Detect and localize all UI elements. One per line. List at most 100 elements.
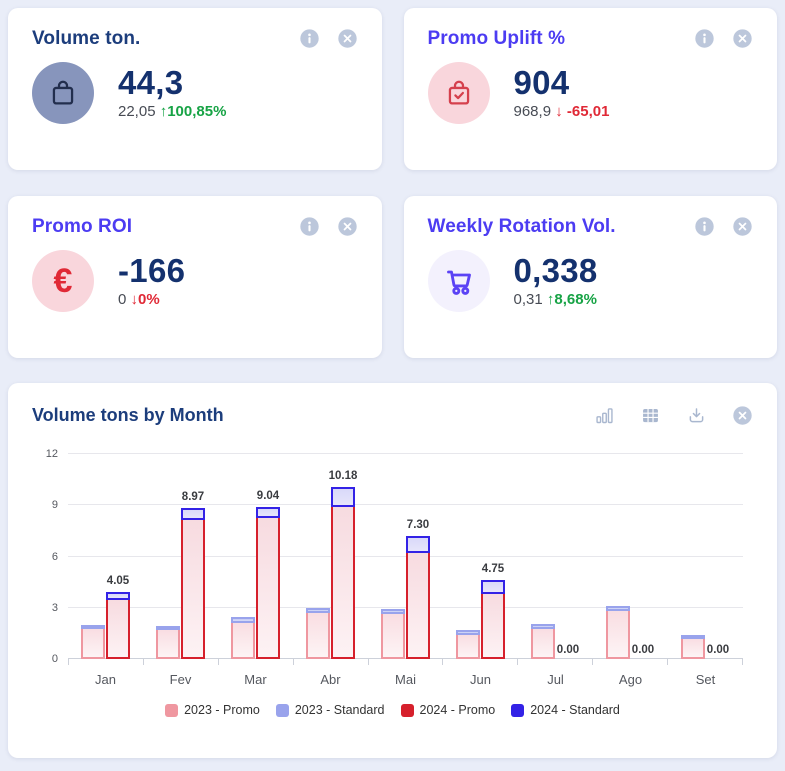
bar-segment[interactable] (406, 536, 430, 554)
bar-segment[interactable] (81, 627, 105, 659)
kpi-header-icons (694, 28, 753, 49)
gridline (68, 606, 743, 608)
bar-segment[interactable] (331, 505, 355, 659)
bar-segment[interactable] (256, 515, 280, 659)
stacked-bar[interactable]: 0.00 (706, 454, 730, 659)
download-icon[interactable] (686, 405, 707, 426)
bar-segment[interactable] (456, 630, 480, 635)
x-axis-label: Set (695, 672, 716, 687)
bar-segment[interactable] (456, 632, 480, 659)
bar-segment[interactable] (306, 611, 330, 659)
kpi-value: 44,3 (118, 63, 184, 101)
legend-item[interactable]: 2024 - Standard (511, 703, 620, 717)
bar-segment[interactable] (606, 609, 630, 659)
kpi-subtext: 0 ↓0% (118, 291, 185, 308)
bar-segment[interactable] (181, 517, 205, 659)
bar-segment[interactable] (531, 626, 555, 659)
stacked-bar[interactable] (456, 454, 480, 659)
info-icon[interactable] (694, 216, 715, 237)
bar-segment[interactable] (381, 608, 405, 615)
bar-value-label: 4.75 (481, 562, 505, 575)
x-axis-ticks (68, 659, 744, 665)
stacked-bar[interactable]: 0.00 (556, 454, 580, 659)
bar-segment[interactable] (381, 612, 405, 659)
stacked-bar[interactable]: 7.30 (406, 454, 430, 659)
trend-arrow-icon: ↑ (159, 103, 168, 121)
close-icon[interactable] (337, 28, 358, 49)
kpi-delta-value: -65,01 (566, 103, 610, 121)
x-axis-label: Ago (618, 672, 643, 687)
bar-segment[interactable] (106, 597, 130, 659)
bar-groups: 4.05 8.97 9.04 10.18 7.30 4.75 0.00 0.00 0.00 (68, 454, 743, 659)
kpi-header-icons (299, 28, 358, 49)
stacked-bar[interactable] (606, 454, 630, 659)
bar-group: 10.18 (293, 454, 368, 659)
bar-segment[interactable] (231, 617, 255, 623)
bar-segment[interactable] (81, 625, 105, 630)
kpi-title: Weekly Rotation Vol. (427, 216, 616, 237)
stacked-bar[interactable]: 4.75 (481, 454, 505, 659)
close-icon[interactable] (732, 405, 753, 426)
bar-segment[interactable] (106, 591, 130, 600)
stacked-bar[interactable] (381, 454, 405, 659)
x-tick (517, 659, 592, 665)
trend-arrow-icon: ↓ (130, 291, 139, 309)
bar-segment[interactable] (331, 487, 355, 508)
info-icon[interactable] (299, 216, 320, 237)
close-icon[interactable] (732, 216, 753, 237)
chart-header: Volume tons by Month (32, 405, 753, 426)
kpi-prev-value: 0,31 (513, 291, 543, 309)
info-icon[interactable] (299, 28, 320, 49)
kpi-body: 904 968,9 ↓ -65,01 (427, 62, 754, 124)
legend-item[interactable]: 2023 - Promo (165, 703, 260, 717)
bar-segment[interactable] (681, 634, 705, 639)
stacked-bar[interactable] (306, 454, 330, 659)
bar-segment[interactable] (481, 592, 505, 659)
bar-segment[interactable] (156, 626, 180, 631)
bar-segment[interactable] (481, 579, 505, 595)
bar-value-label: 7.30 (406, 519, 430, 532)
stacked-bar[interactable]: 4.05 (106, 454, 130, 659)
kpi-value-block: 904 968,9 ↓ -65,01 (514, 65, 610, 121)
trend-arrow-icon: ↑ (546, 291, 555, 309)
gridline (68, 504, 743, 506)
bar-segment[interactable] (256, 506, 280, 518)
stacked-bar[interactable] (81, 454, 105, 659)
stacked-bar[interactable] (681, 454, 705, 659)
legend-item[interactable]: 2023 - Standard (275, 703, 385, 717)
chart-area: 0 3 6 9 12 4.05 8.97 9.04 10.18 7.30 4.75 0.00 0.00… (32, 448, 753, 717)
kpi-value-block: 44,3 22,05 ↑100,85% (118, 63, 226, 121)
stacked-bar[interactable]: 8.97 (181, 454, 205, 659)
bar-segment[interactable] (606, 605, 630, 612)
bar-segment[interactable] (231, 620, 255, 659)
stacked-bar[interactable] (156, 454, 180, 659)
close-icon[interactable] (337, 216, 358, 237)
table-icon[interactable] (640, 405, 661, 426)
stacked-bar[interactable]: 0.00 (631, 454, 655, 659)
stacked-bar[interactable]: 10.18 (329, 454, 357, 659)
shopping-bag-icon (32, 62, 94, 124)
kpi-card-volume-ton: Volume ton. 44,3 22,05 ↑100,85% (8, 8, 382, 170)
bar-segment[interactable] (681, 636, 705, 659)
legend-item[interactable]: 2024 - Promo (400, 703, 495, 717)
bar-segment[interactable] (406, 551, 430, 659)
chart-card: Volume tons by Month 0 3 6 9 12 4.05 8.97 9.04… (8, 383, 777, 758)
stacked-bar[interactable] (231, 454, 255, 659)
close-icon[interactable] (732, 28, 753, 49)
bar-segment[interactable] (531, 624, 555, 629)
bar-segment[interactable] (156, 628, 180, 659)
x-axis-label: Jan (95, 672, 116, 687)
bar-chart-icon[interactable] (594, 405, 615, 426)
x-tick (142, 659, 218, 665)
y-tick-label: 6 (51, 550, 58, 563)
bar-segment[interactable] (306, 608, 330, 614)
kpi-title: Volume ton. (32, 28, 141, 49)
kpi-delta: ↑8,68% (547, 291, 597, 308)
bar-segment[interactable] (181, 507, 205, 520)
gridline (68, 453, 743, 454)
stacked-bar[interactable] (531, 454, 555, 659)
x-axis-label: Abr (320, 672, 341, 687)
stacked-bar[interactable]: 9.04 (256, 454, 280, 659)
info-icon[interactable] (694, 28, 715, 49)
